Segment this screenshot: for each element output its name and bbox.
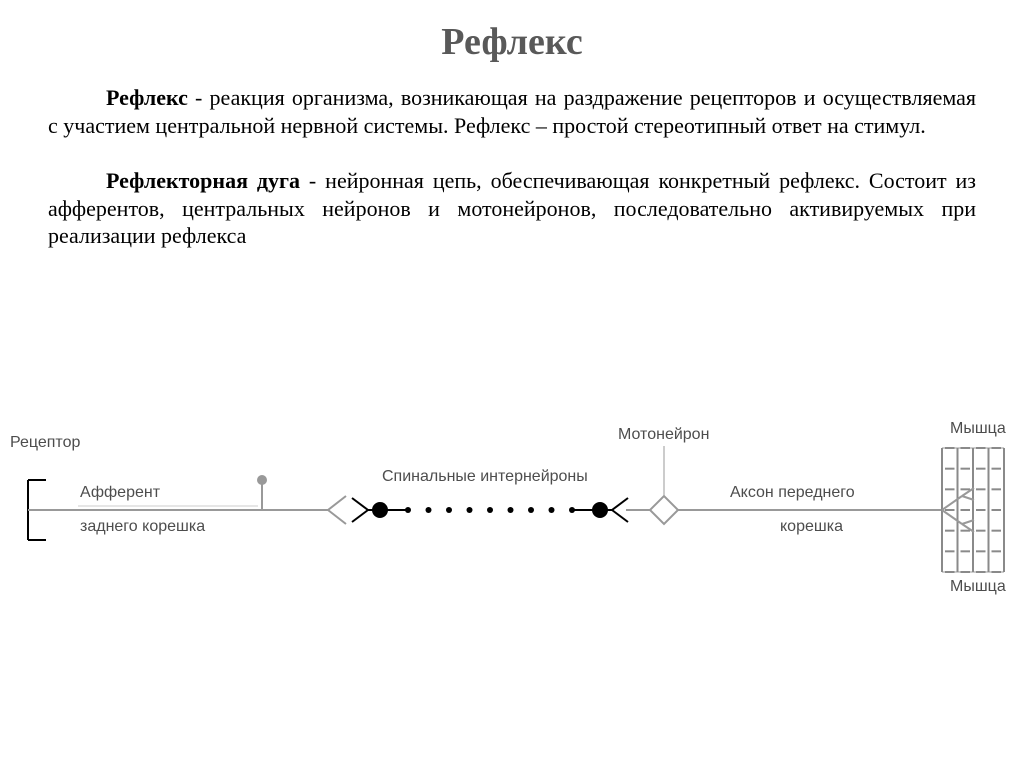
para1-lead: Рефлекс — [106, 85, 188, 110]
label-muscle-bot: Мышца — [950, 578, 1006, 596]
label-receptor: Рецептор — [10, 434, 80, 452]
label-motoneuron: Мотонейрон — [618, 426, 709, 444]
label-axon-top: Аксон переднего — [730, 484, 855, 502]
page-title: Рефлекс — [0, 0, 1024, 84]
label-muscle-top: Мышца — [950, 420, 1006, 438]
label-afferent-top: Афферент — [80, 484, 160, 502]
label-axon-bot: корешка — [780, 518, 843, 536]
label-afferent-bot: заднего корешка — [80, 518, 205, 536]
label-interneurons: Спинальные интернейроны — [382, 468, 588, 486]
para2-lead: Рефлекторная дуга — [106, 168, 300, 193]
paragraph-2: Рефлекторная дуга - нейронная цепь, обес… — [0, 167, 1024, 250]
para1-body: - реакция организма, возникающая на разд… — [48, 85, 976, 138]
reflex-arc-diagram: Рецептор Афферент заднего корешка Спинал… — [10, 400, 1014, 600]
diagram-svg — [10, 400, 1014, 600]
paragraph-1: Рефлекс - реакция организма, возникающая… — [0, 84, 1024, 139]
